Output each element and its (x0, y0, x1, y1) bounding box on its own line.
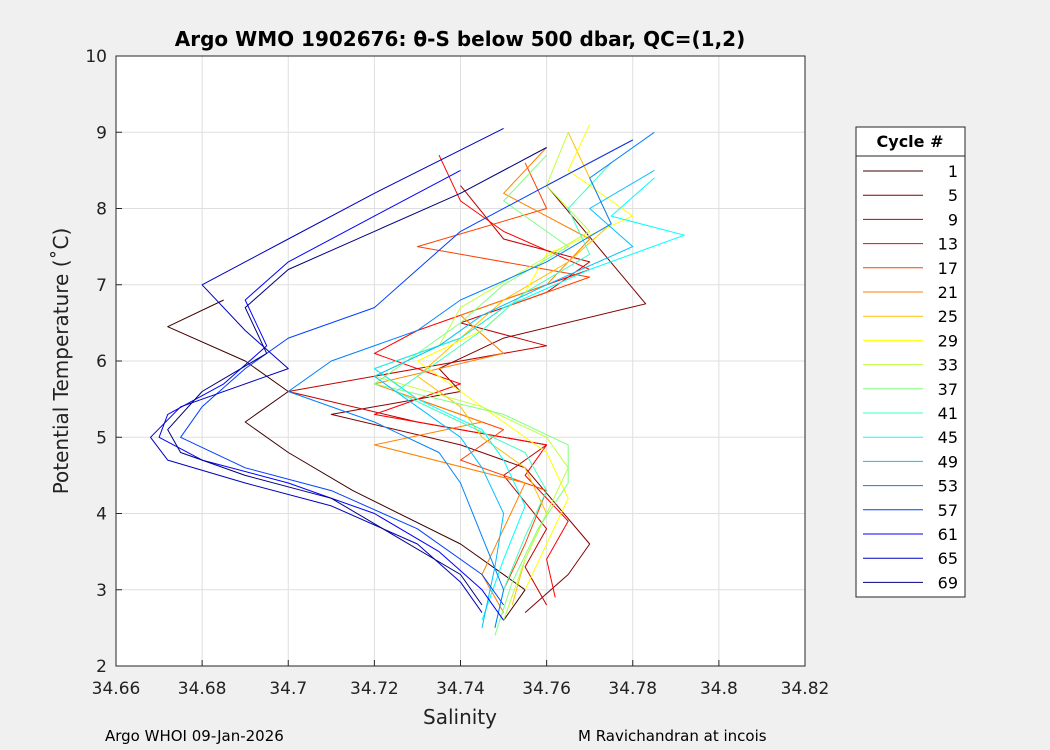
y-tick-labels: 2 3 4 5 6 7 8 9 10 (85, 47, 107, 677)
legend-label-cycle-53: 53 (938, 477, 958, 496)
x-tick-label: 34.7 (269, 679, 307, 699)
footer-left: Argo WHOI 09-Jan-2026 (105, 727, 284, 745)
legend-label-cycle-45: 45 (938, 428, 958, 447)
x-tick-label: 34.72 (350, 679, 399, 699)
legend-label-cycle-69: 69 (938, 573, 958, 592)
legend-label-cycle-33: 33 (938, 356, 958, 375)
series-line-cycle-57 (180, 139, 634, 606)
y-tick-label: 4 (96, 505, 107, 525)
series-line-cycle-37 (373, 154, 569, 636)
x-tick-label: 34.78 (608, 679, 657, 699)
y-tick-label: 3 (96, 581, 107, 601)
chart-title: Argo WMO 1902676: θ-S below 500 dbar, QC… (175, 27, 745, 51)
series-line-cycle-65 (150, 127, 504, 613)
legend-label-cycle-37: 37 (938, 380, 958, 399)
legend-box (855, 126, 966, 598)
series-line-cycle-61 (158, 169, 505, 621)
series-line-cycle-69 (167, 147, 547, 606)
x-tick-label: 34.68 (178, 679, 227, 699)
x-tick-labels: 34.66 34.68 34.7 34.72 34.74 34.76 34.78 34.8 34… (92, 679, 830, 699)
y-tick-label: 6 (96, 352, 107, 372)
legend-label-cycle-9: 9 (948, 210, 958, 229)
legend-label-cycle-41: 41 (938, 404, 958, 423)
y-tick-label: 2 (96, 657, 107, 677)
series-line-cycle-5 (330, 139, 647, 613)
series-line-cycle-29 (416, 124, 634, 591)
x-tick-label: 34.82 (781, 679, 830, 699)
legend-label-cycle-5: 5 (948, 186, 958, 205)
series-line-cycle-1 (167, 299, 526, 621)
series-line-cycle-45 (373, 177, 685, 621)
legend: Cycle # 1 5 9 13 17 21 25 29 33 37 41 45 49 53 57 61 65 6… (855, 126, 966, 598)
legend-label-cycle-17: 17 (938, 259, 958, 278)
y-tick-label: 5 (96, 428, 107, 448)
legend-label-cycle-21: 21 (938, 283, 958, 302)
y-tick-label: 8 (96, 200, 107, 220)
y-tick-label: 9 (96, 123, 107, 143)
series-line-cycle-53 (287, 131, 655, 629)
x-axis-label: Salinity (423, 705, 497, 729)
legend-items: 1 5 9 13 17 21 25 29 33 37 41 45 49 53 57 61 65 69 (863, 162, 958, 592)
series-line-cycle-9 (287, 185, 591, 606)
x-tick-label: 34.74 (436, 679, 485, 699)
y-axis-label: Potential Temperature (˚C) (49, 228, 73, 495)
legend-title: Cycle # (877, 132, 944, 151)
legend-label-cycle-61: 61 (938, 525, 958, 544)
legend-label-cycle-13: 13 (938, 235, 958, 254)
y-tick-label: 7 (96, 276, 107, 296)
legend-label-cycle-57: 57 (938, 501, 958, 520)
legend-label-cycle-25: 25 (938, 307, 958, 326)
x-tick-label: 34.8 (700, 679, 738, 699)
x-tick-label: 34.76 (522, 679, 571, 699)
legend-label-cycle-1: 1 (948, 162, 958, 181)
legend-label-cycle-49: 49 (938, 452, 958, 471)
series-lines (150, 124, 685, 636)
y-tick-label: 10 (85, 47, 107, 67)
footer-right: M Ravichandran at incois (578, 727, 767, 745)
plot-frame (115, 55, 806, 667)
series-line-cycle-49 (373, 169, 655, 629)
x-tick-label: 34.66 (92, 679, 141, 699)
legend-label-cycle-65: 65 (938, 549, 958, 568)
legend-label-cycle-29: 29 (938, 331, 958, 350)
